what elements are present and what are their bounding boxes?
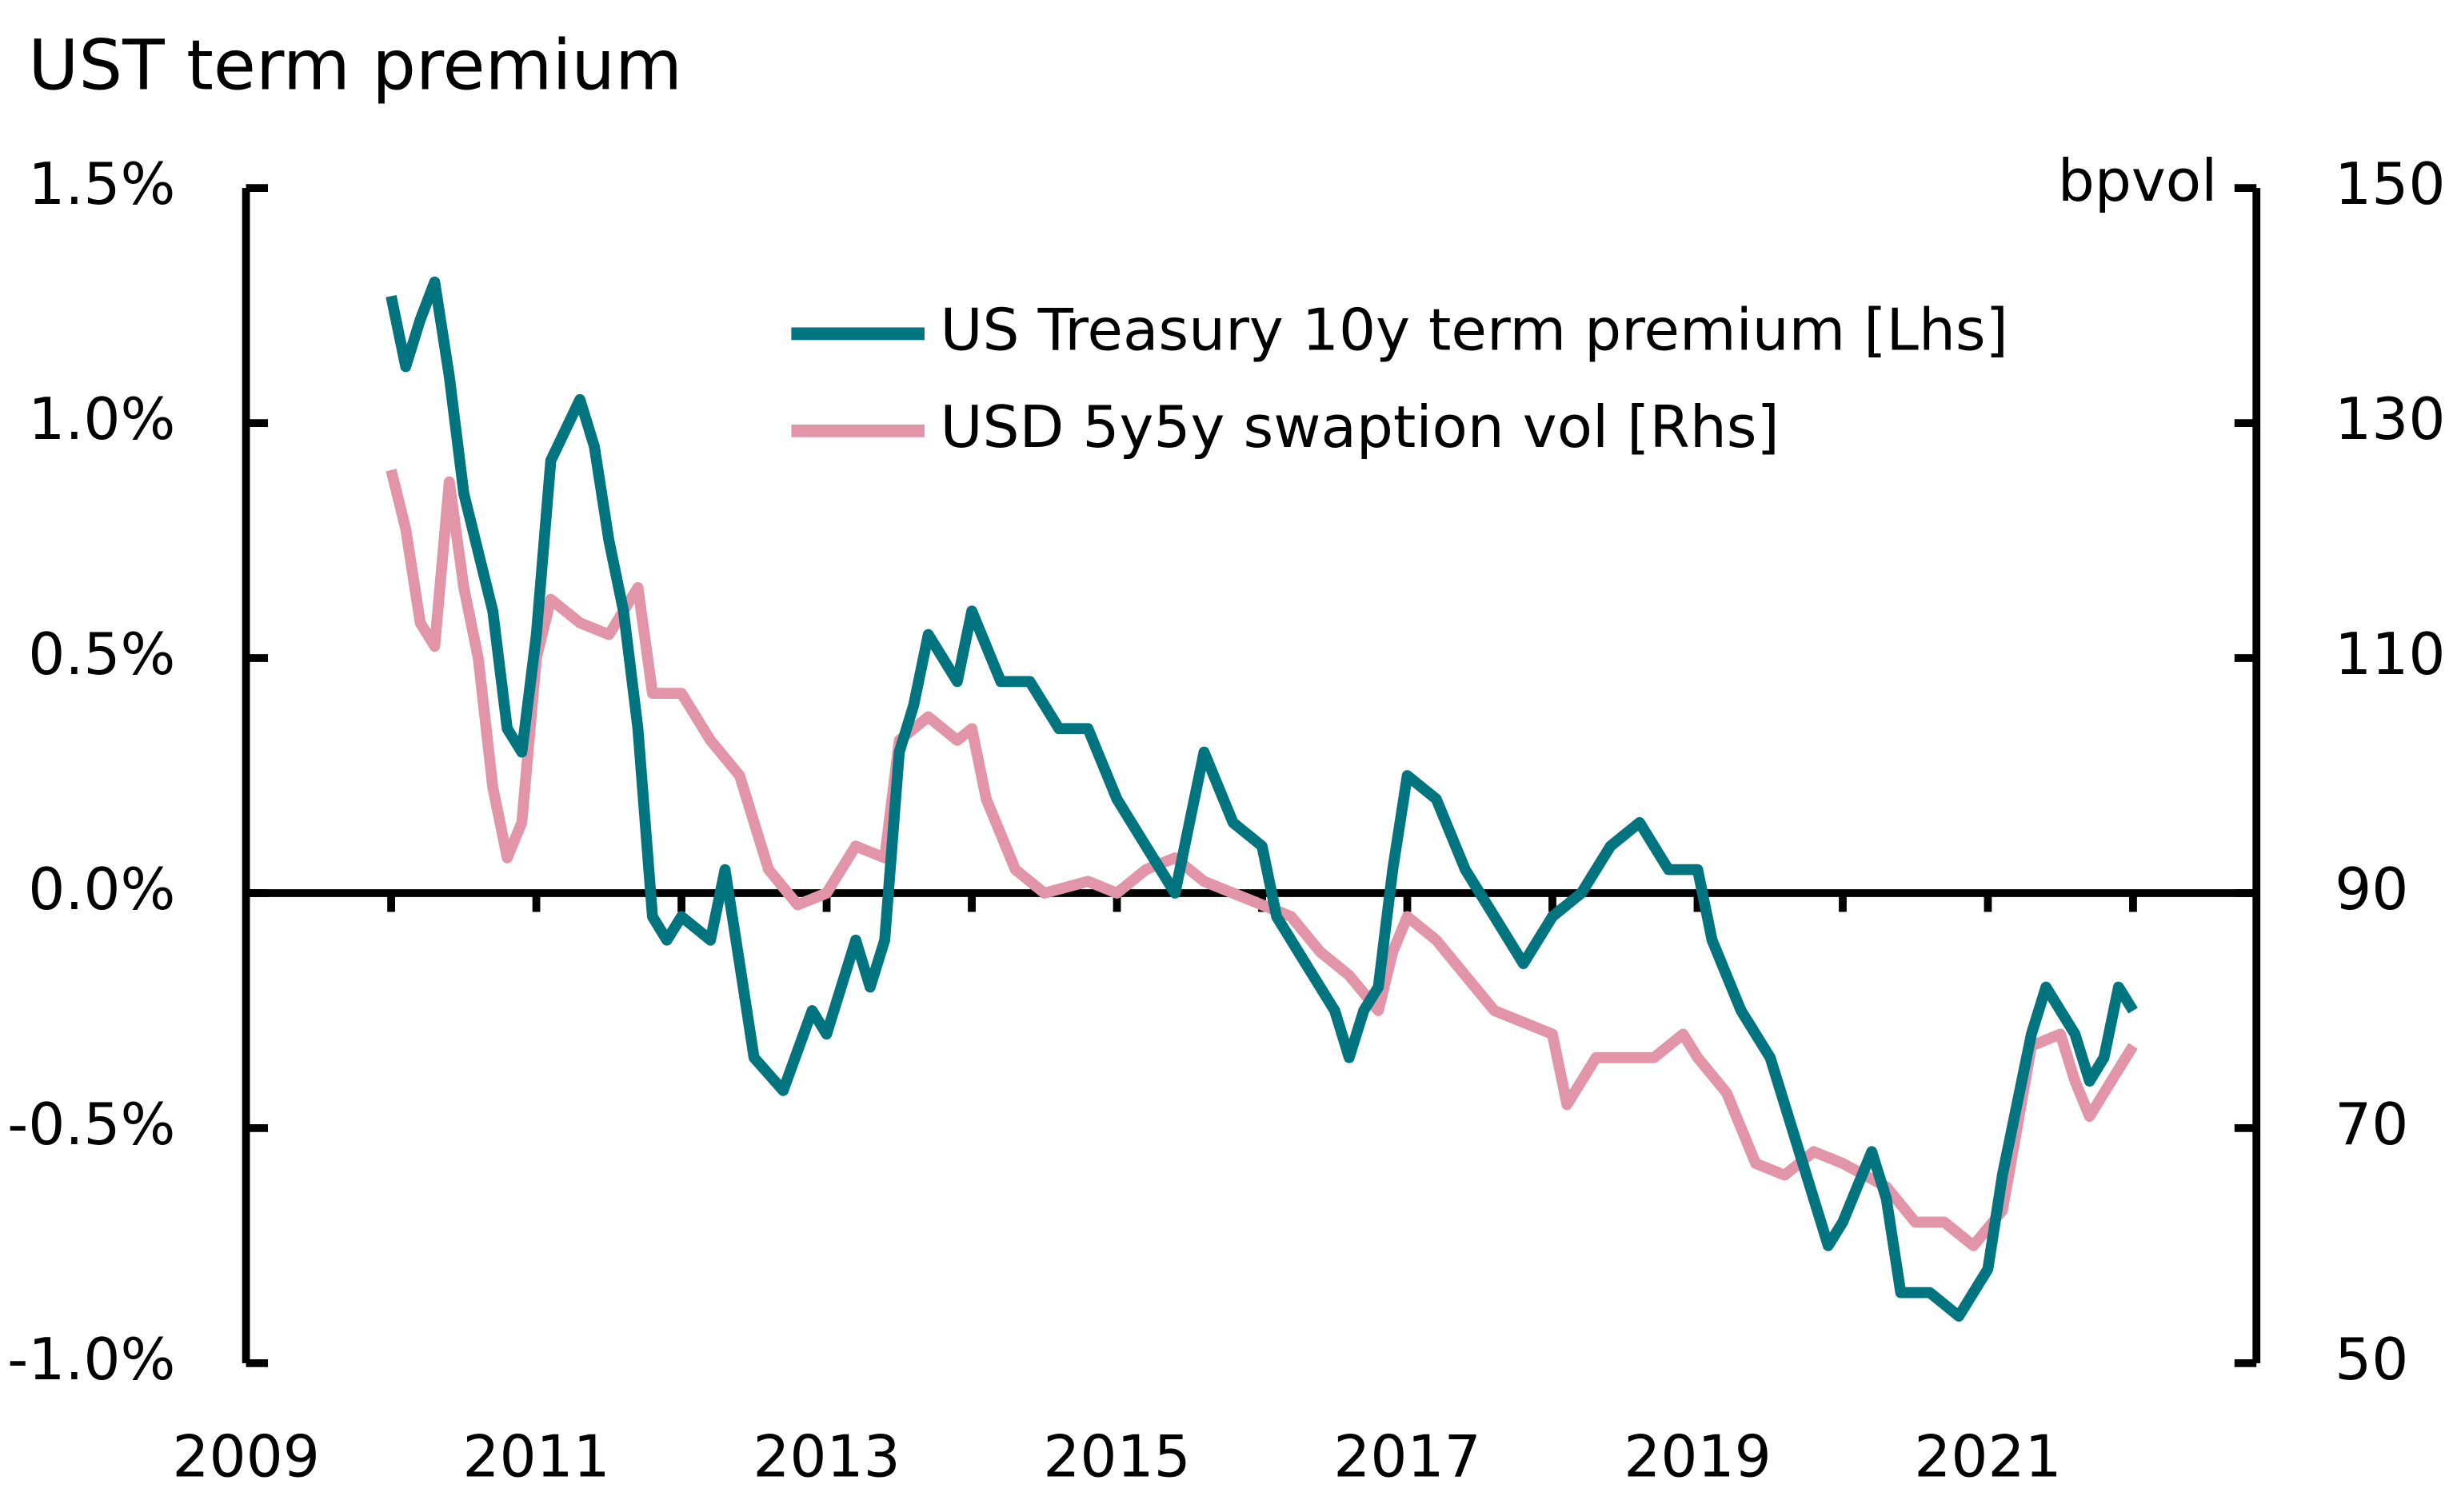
series-line xyxy=(386,469,2138,1251)
y-tick-label: 0.5% xyxy=(28,621,175,688)
y-tick-label: 1.5% xyxy=(28,151,175,218)
legend-label: US Treasury 10y term premium [Lhs] xyxy=(941,297,2008,364)
y2-tick-label: 150 xyxy=(2335,151,2445,218)
y2-tick-label: 70 xyxy=(2335,1091,2408,1159)
chart-title: UST term premium xyxy=(28,26,682,106)
y2-axis-label: bpvol xyxy=(2058,148,2217,215)
y-tick-label: -0.5% xyxy=(7,1091,175,1159)
y-tick-label: -1.0% xyxy=(7,1326,175,1394)
x-tick-label: 2021 xyxy=(1914,1423,2061,1490)
y2-tick-label: 130 xyxy=(2335,386,2445,453)
legend-label: USD 5y5y swaption vol [Rhs] xyxy=(941,394,1780,461)
x-tick-label: 2013 xyxy=(753,1423,900,1490)
y-tick-label: 1.0% xyxy=(28,386,175,453)
x-tick-label: 2019 xyxy=(1624,1423,1771,1490)
x-tick-label: 2017 xyxy=(1333,1423,1480,1490)
y2-tick-label: 90 xyxy=(2335,856,2408,924)
y2-tick-label: 110 xyxy=(2335,621,2445,688)
x-tick-label: 2015 xyxy=(1043,1423,1190,1490)
x-tick-label: 2009 xyxy=(172,1423,319,1490)
x-tick-label: 2011 xyxy=(462,1423,609,1490)
series-line xyxy=(386,276,2138,1322)
y2-tick-label: 50 xyxy=(2335,1326,2408,1394)
y-tick-label: 0.0% xyxy=(28,856,175,924)
